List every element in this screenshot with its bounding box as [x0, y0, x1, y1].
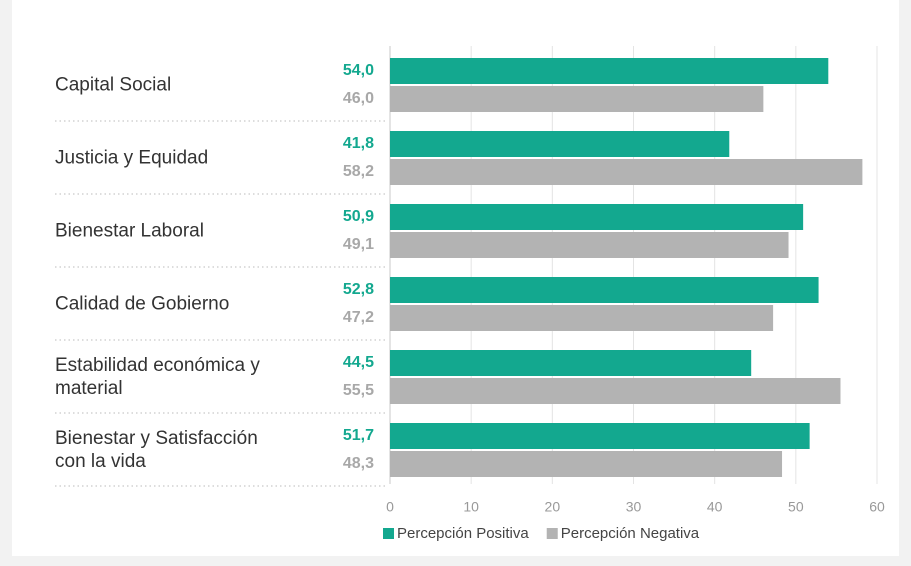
category-label: Bienestar Laboral	[55, 220, 204, 242]
bar	[390, 378, 841, 404]
bar	[390, 58, 829, 84]
x-tick-label: 50	[788, 499, 804, 515]
value-label: 54,0	[343, 62, 374, 79]
value-label: 50,9	[343, 208, 374, 225]
value-label: 47,2	[343, 309, 374, 326]
legend-label: Percepción Positiva	[397, 525, 529, 542]
value-label: 46,0	[343, 90, 374, 107]
legend-swatch	[546, 528, 558, 539]
value-label: 51,7	[343, 427, 374, 444]
bar	[390, 350, 752, 376]
category-label: Capital Social	[55, 74, 172, 96]
bar	[390, 159, 863, 185]
bar	[390, 204, 804, 230]
bar	[390, 232, 789, 258]
bar	[390, 305, 774, 331]
x-tick-label: 20	[545, 499, 561, 515]
value-label: 44,5	[343, 354, 374, 371]
x-tick-label: 40	[707, 499, 723, 515]
value-label: 52,8	[343, 281, 374, 298]
bar	[390, 423, 810, 449]
category-label: Estabilidad económica y material	[55, 355, 260, 399]
category-label: Justicia y Equidad	[55, 147, 209, 169]
category-label: Calidad de Gobierno	[55, 293, 230, 315]
value-label: 55,5	[343, 382, 374, 399]
bar	[390, 131, 730, 157]
legend-label: Percepción Negativa	[561, 525, 700, 542]
value-label: 41,8	[343, 135, 374, 152]
value-label: 48,3	[343, 455, 374, 472]
legend-swatch	[383, 528, 394, 539]
category-label: Bienestar y Satisfacción con la vida	[55, 428, 258, 472]
x-tick-label: 30	[626, 499, 642, 515]
bar	[390, 86, 764, 112]
bar	[390, 277, 819, 303]
x-tick-label: 0	[386, 499, 394, 515]
value-label: 49,1	[343, 236, 374, 253]
bar	[390, 451, 783, 477]
value-label: 58,2	[343, 163, 374, 180]
x-tick-label: 10	[463, 499, 479, 515]
x-tick-label: 60	[869, 499, 885, 515]
